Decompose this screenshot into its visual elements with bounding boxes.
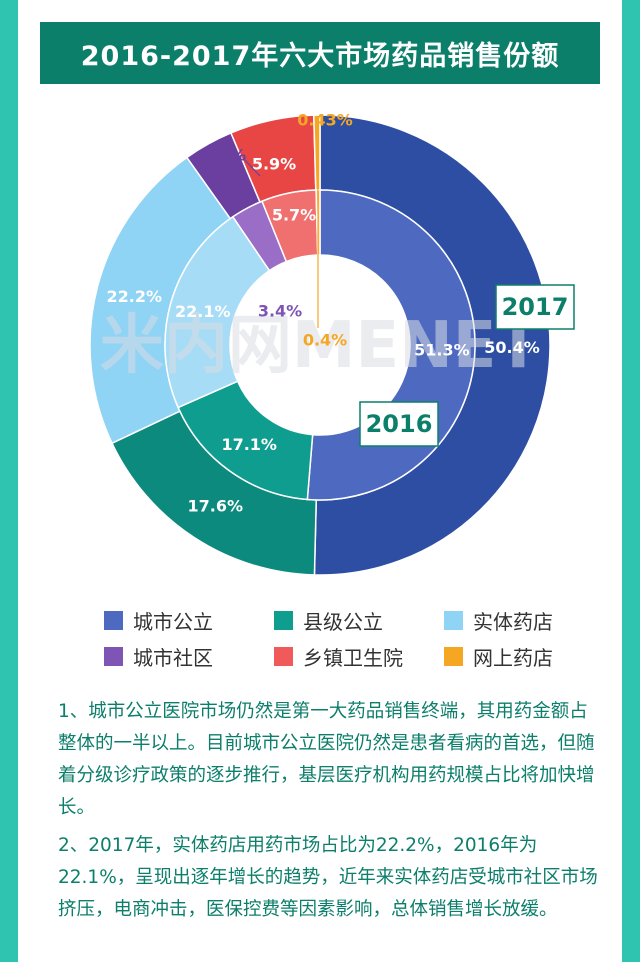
inner-data-label-2: 22.1%	[175, 302, 231, 321]
legend-item: 实体药店	[444, 606, 553, 635]
inner-data-label-3: 3.4%	[258, 302, 302, 321]
legend-swatch	[104, 611, 123, 630]
legend-label: 城市公立	[133, 610, 213, 634]
legend-swatch	[444, 647, 463, 666]
outer-data-label-4: 5.9%	[252, 155, 296, 174]
legend-label: 网上药店	[473, 646, 553, 670]
series-tag-2017-label: 2017	[502, 293, 569, 321]
series-tag-2017-box	[495, 284, 575, 330]
legend-label: 乡镇卫生院	[303, 646, 403, 670]
series-tag-2016-box	[359, 401, 439, 447]
outer-data-label-5: 0.43%	[297, 111, 353, 130]
series-tag-2016-label: 2016	[366, 410, 433, 438]
inner-ring-slice-2	[164, 215, 271, 409]
legend-item: 乡镇卫生院	[274, 642, 403, 671]
legend-item: 城市公立	[104, 606, 213, 635]
outer-data-label-0: 50.4%	[484, 338, 540, 357]
inner-data-label-4: 5.7%	[272, 206, 316, 225]
legend-item: 城市社区	[104, 642, 213, 671]
title-bar: 2016-2017年六大市场药品销售份额	[40, 22, 600, 84]
legend-swatch	[274, 647, 293, 666]
outer-data-label-2: 22.2%	[107, 287, 163, 306]
legend-swatch	[274, 611, 293, 630]
inner-data-label-5: 0.4%	[303, 331, 347, 350]
infographic-card: 2016-2017年六大市场药品销售份额 米内网MENET 50.4% 17.6% 2…	[18, 0, 622, 962]
note-2: 2、2017年，实体药店用药市场占比为22.2%，2016年为22.1%，呈现出…	[58, 835, 598, 920]
inner-data-label-1: 17.1%	[221, 435, 277, 454]
legend-label: 城市社区	[133, 646, 213, 670]
leader-line-community	[242, 157, 261, 177]
legend-item: 县级公立	[274, 606, 383, 635]
legend-label: 县级公立	[303, 610, 383, 634]
watermark: 米内网MENET	[100, 309, 541, 383]
outer-data-label-1: 17.6%	[188, 496, 244, 515]
outer-data-label-3: 3.5%	[202, 146, 246, 165]
legend-swatch	[104, 647, 123, 666]
legend-swatch	[444, 611, 463, 630]
note-1: 1、城市公立医院市场仍然是第一大药品销售终端，其用药金额占整体的一半以上。目前城…	[58, 701, 595, 818]
notes: 1、城市公立医院市场仍然是第一大药品销售终端，其用药金额占整体的一半以上。目前城…	[58, 696, 598, 932]
legend-item: 网上药店	[444, 642, 553, 671]
chart-title: 2016-2017年六大市场药品销售份额	[80, 40, 560, 72]
legend-label: 实体药店	[473, 610, 553, 634]
inner-data-label-0: 51.3%	[414, 340, 470, 359]
